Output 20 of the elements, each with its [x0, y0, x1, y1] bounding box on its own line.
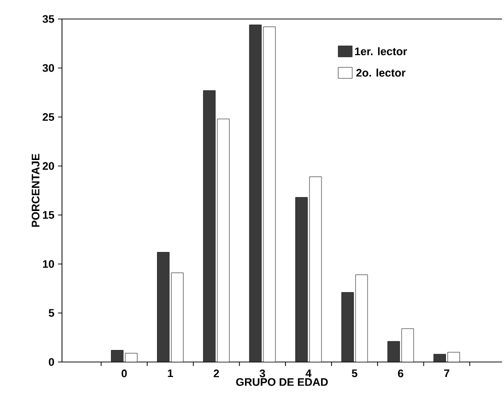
y-tick-label: 5	[48, 309, 54, 317]
x-tick-label: 5	[352, 370, 358, 378]
x-axis-title: GRUPO DE EDAD	[236, 378, 328, 386]
y-tick-label: 15	[42, 211, 54, 219]
y-tick-label: 35	[42, 15, 54, 23]
y-tick-label: 10	[42, 260, 54, 268]
legend-label: 1er. lector	[355, 47, 407, 56]
y-tick-label: 0	[48, 358, 54, 366]
legend-label: 2o. lector	[356, 68, 406, 77]
x-tick-label: 3	[260, 370, 266, 378]
x-tick-label: 4	[306, 370, 312, 378]
x-tick-label: 0	[122, 370, 127, 378]
x-tick-label: 2	[214, 370, 219, 378]
x-tick-label: 1	[168, 370, 174, 378]
y-tick-label: 25	[42, 113, 54, 121]
y-tick-label: 20	[42, 162, 54, 170]
x-tick-label: 6	[398, 370, 404, 378]
y-axis-title: PORCENTAJE	[32, 154, 40, 227]
x-tick-label: 7	[444, 370, 450, 378]
y-tick-label: 30	[42, 64, 54, 72]
